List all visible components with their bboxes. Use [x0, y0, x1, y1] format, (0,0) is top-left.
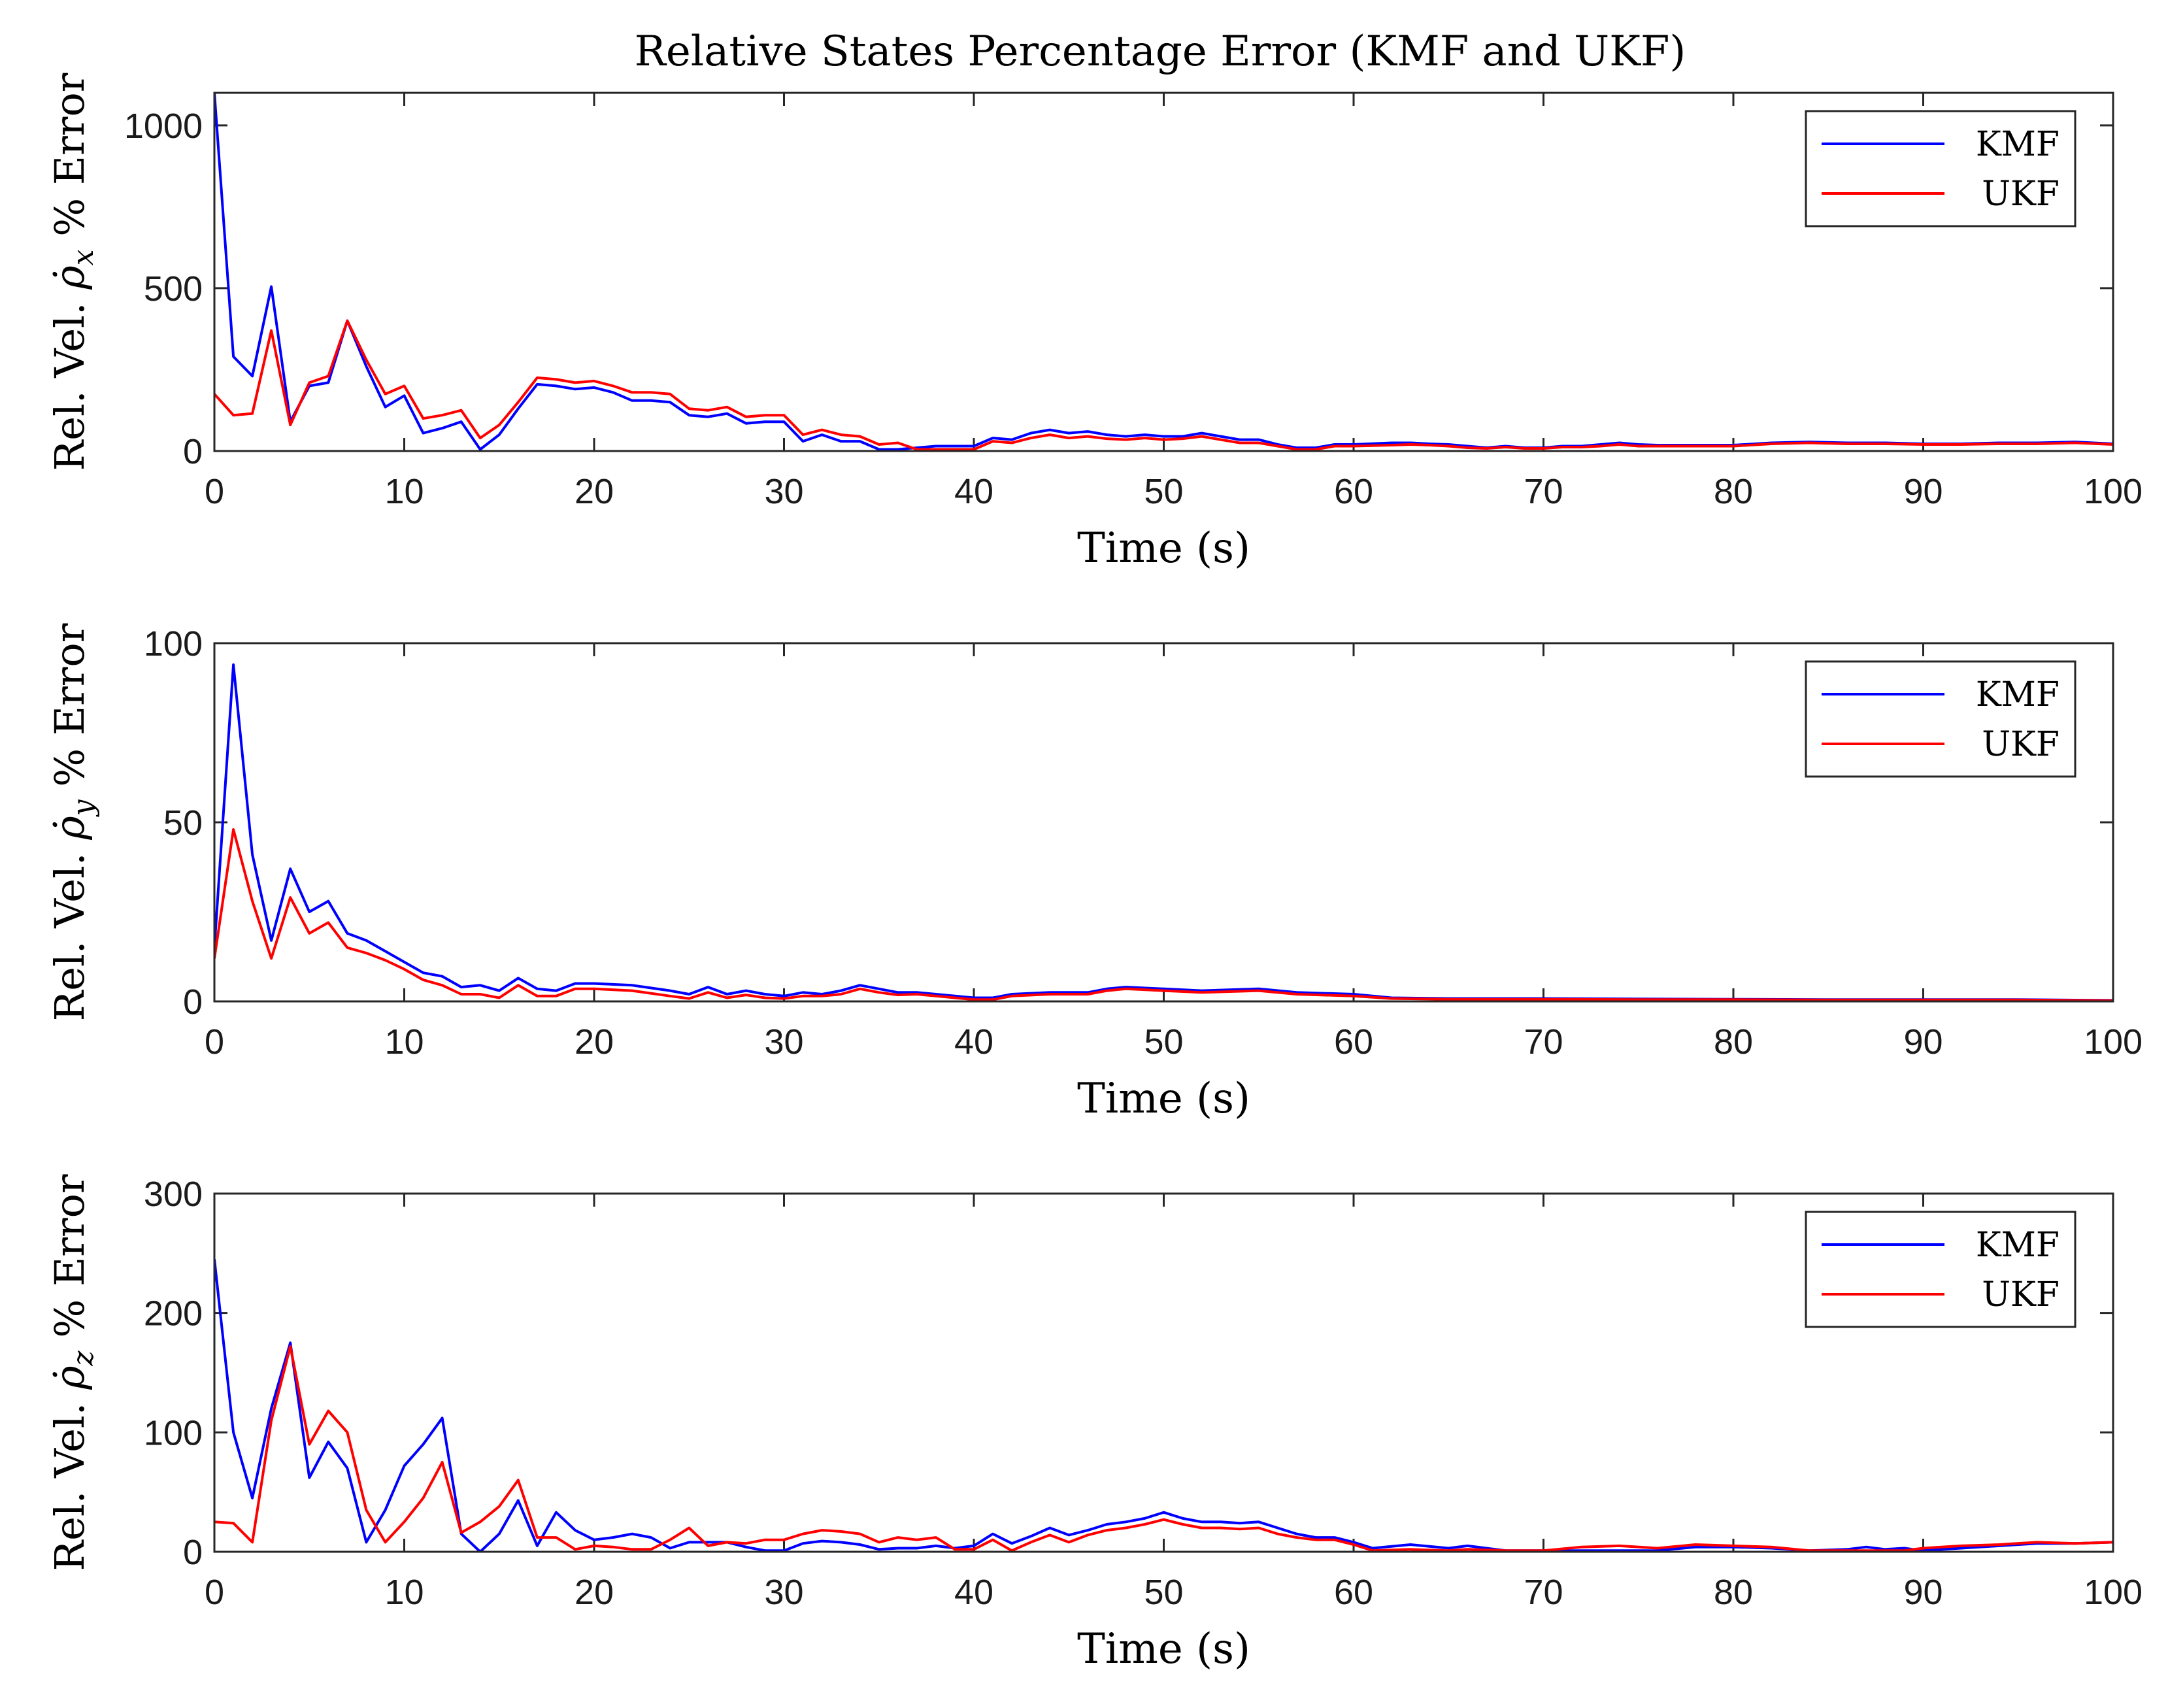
- y-label-symbol: ρ̇: [46, 1365, 93, 1390]
- y-tick-label: 50: [163, 803, 203, 843]
- x-tick-label: 0: [205, 1022, 224, 1062]
- y-label-suffix: % Error: [46, 1174, 93, 1350]
- y-label-subscript: x: [67, 249, 100, 265]
- x-tick-label: 50: [1144, 1573, 1183, 1612]
- x-tick-label: 60: [1334, 1573, 1373, 1612]
- legend-label-kmf: KMF: [1976, 125, 2060, 164]
- y-tick-label: 100: [144, 624, 203, 663]
- x-tick-label: 10: [384, 1022, 424, 1062]
- y-label-subscript: z: [67, 1350, 100, 1366]
- y-axis-label: Rel. Vel. ρ̇y % Error: [46, 623, 100, 1021]
- plot-area: [214, 1194, 2113, 1552]
- x-tick-label: 70: [1524, 1573, 1563, 1612]
- x-tick-label: 0: [205, 1573, 224, 1612]
- y-label-prefix: Rel. Vel.: [46, 290, 93, 471]
- legend-label-ukf: UKF: [1982, 175, 2060, 214]
- y-tick-label: 200: [144, 1294, 203, 1333]
- x-tick-label: 70: [1524, 1022, 1563, 1062]
- series-line-ukf: [214, 1345, 2113, 1552]
- y-label-prefix: Rel. Vel.: [46, 840, 93, 1022]
- x-tick-label: 90: [1903, 472, 1943, 511]
- x-tick-label: 20: [575, 1022, 614, 1062]
- subplot-3: 0 10 20 30 40 50 60 70 80 90 100 0 100 200 300 Time (s)…: [46, 1174, 2143, 1673]
- x-tick-label: 100: [2084, 1573, 2143, 1612]
- x-tick-label: 50: [1144, 472, 1183, 511]
- x-tick-label: 90: [1903, 1573, 1943, 1612]
- x-tick-label: 40: [954, 472, 993, 511]
- plot-area: [214, 643, 2113, 1001]
- x-axis-label: Time (s): [1077, 524, 1250, 573]
- x-tick-label: 30: [764, 1573, 803, 1612]
- y-tick-label: 0: [183, 982, 203, 1022]
- x-tick-label: 60: [1334, 472, 1373, 511]
- x-tick-label: 100: [2084, 472, 2143, 511]
- legend: KMF UKF: [1805, 110, 2076, 227]
- series-line-kmf: [214, 93, 2113, 451]
- series-line-kmf: [214, 663, 2113, 1001]
- x-tick-label: 30: [764, 472, 803, 511]
- y-axis-label: Rel. Vel. ρ̇z % Error: [46, 1174, 100, 1571]
- x-tick-label: 10: [384, 472, 424, 511]
- legend: KMF UKF: [1805, 660, 2076, 778]
- x-tick-label: 70: [1524, 472, 1563, 511]
- x-tick-label: 10: [384, 1573, 424, 1612]
- x-axis-label: Time (s): [1077, 1075, 1250, 1123]
- series-line-ukf: [214, 319, 2113, 451]
- axes-frame: [213, 1192, 2114, 1553]
- y-label-suffix: % Error: [46, 73, 93, 249]
- y-tick-label: 300: [144, 1175, 203, 1214]
- legend-label-kmf: KMF: [1976, 1226, 2060, 1265]
- legend-box: [1805, 660, 2076, 778]
- chart-title: Relative States Percentage Error (KMF an…: [635, 27, 1686, 76]
- series-line-ukf: [214, 828, 2113, 1001]
- x-tick-label: 20: [575, 472, 614, 511]
- y-label-symbol: ρ̇: [46, 265, 93, 290]
- x-tick-label: 50: [1144, 1022, 1183, 1062]
- series-line-kmf: [214, 1259, 2113, 1552]
- x-tick-label: 60: [1334, 1022, 1373, 1062]
- x-tick-label: 80: [1714, 1573, 1753, 1612]
- y-axis-label: Rel. Vel. ρ̇x % Error: [46, 73, 100, 471]
- y-tick-label: 100: [144, 1413, 203, 1452]
- x-tick-label: 90: [1903, 1022, 1943, 1062]
- axes-frame: [213, 642, 2114, 1003]
- legend-box: [1805, 1211, 2076, 1328]
- y-label-suffix: % Error: [46, 623, 93, 799]
- x-tick-label: 30: [764, 1022, 803, 1062]
- x-axis-label: Time (s): [1077, 1625, 1250, 1673]
- y-tick-label: 500: [144, 269, 203, 309]
- x-tick-label: 100: [2084, 1022, 2143, 1062]
- y-label-subscript: y: [67, 799, 100, 817]
- subplot-2: 0 10 20 30 40 50 60 70 80 90 100 0 50 100 Time (s) Rel.…: [46, 623, 2143, 1123]
- legend-label-ukf: UKF: [1982, 725, 2060, 764]
- y-tick-label: 1000: [124, 107, 203, 146]
- x-tick-label: 20: [575, 1573, 614, 1612]
- x-tick-label: 0: [205, 472, 224, 511]
- y-label-symbol: ρ̇: [46, 816, 93, 840]
- x-tick-label: 40: [954, 1573, 993, 1612]
- y-label-prefix: Rel. Vel.: [46, 1390, 93, 1571]
- x-tick-label: 80: [1714, 472, 1753, 511]
- x-tick-label: 40: [954, 1022, 993, 1062]
- axes-frame: [213, 92, 2114, 452]
- y-tick-label: 0: [183, 1533, 203, 1572]
- legend-label-kmf: KMF: [1976, 675, 2060, 714]
- x-tick-label: 80: [1714, 1022, 1753, 1062]
- legend-label-ukf: UKF: [1982, 1275, 2060, 1314]
- legend: KMF UKF: [1805, 1211, 2076, 1328]
- legend-box: [1805, 110, 2076, 227]
- y-tick-label: 0: [183, 432, 203, 471]
